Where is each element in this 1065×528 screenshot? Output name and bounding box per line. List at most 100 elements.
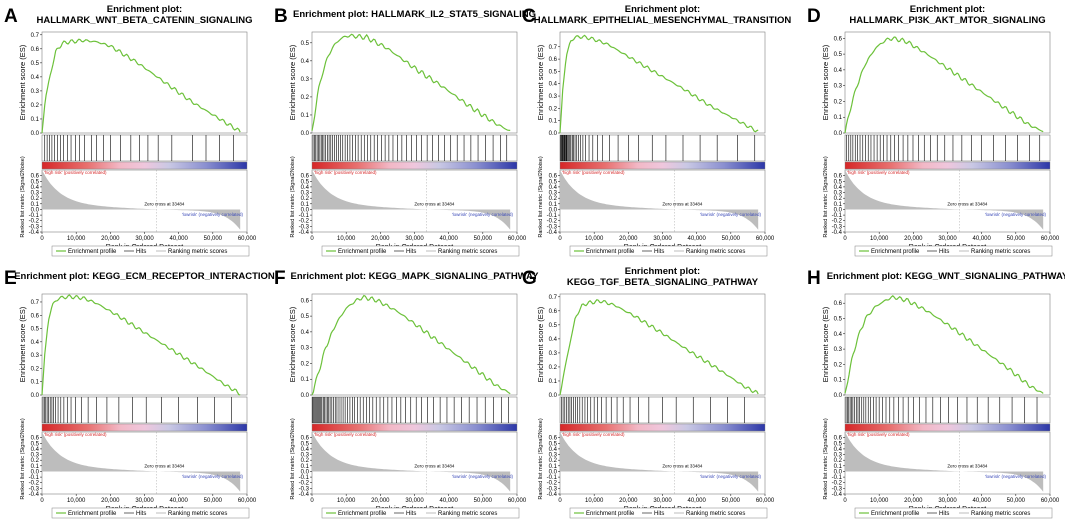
xtick-label: 0 <box>558 236 562 242</box>
es-ytick-label: 0.2 <box>549 365 558 371</box>
chart-title: HALLMARK_PI3K_AKT_MTOR_SIGNALING <box>849 15 1045 26</box>
metric-ytick-label: -0.2 <box>299 481 310 487</box>
es-ytick-label: 0.6 <box>31 313 40 319</box>
metric-ytick-label: -0.2 <box>29 481 40 487</box>
es-ytick-label: 0.1 <box>549 119 558 125</box>
metric-ytick-label: 0.6 <box>834 174 843 180</box>
metric-ytick-label: 0.3 <box>549 453 558 459</box>
panel-letter: A <box>4 6 18 27</box>
xtick-label: 50,000 <box>722 498 741 504</box>
metric-ytick-label: -0.3 <box>299 224 310 230</box>
xtick-label: 40,000 <box>687 498 706 504</box>
metric-ylabel: Ranked list metric (Signal2Noise) <box>20 156 26 237</box>
negative-label: 'lowrisk' (negatively correlated) <box>182 212 244 217</box>
metric-ytick-label: 0.3 <box>301 453 310 459</box>
metric-ytick-label: -0.4 <box>547 492 558 498</box>
metric-ytick-label: -0.3 <box>832 486 843 492</box>
metric-ytick-label: 0.5 <box>301 179 310 185</box>
rank-gradient-bar <box>559 423 766 432</box>
metric-ytick-label: 0.0 <box>834 207 843 213</box>
es-ytick-label: 0.3 <box>549 94 558 100</box>
panel-letter: E <box>4 268 17 289</box>
positive-label: 'high risk' (positively correlated) <box>44 170 107 175</box>
metric-ytick-label: -0.2 <box>547 219 558 225</box>
metric-ytick-label: 0.1 <box>549 202 558 208</box>
es-ytick-label: 0.5 <box>834 316 843 322</box>
es-ytick-label: 0.3 <box>834 347 843 353</box>
negative-label: 'lowrisk' (negatively correlated) <box>182 474 244 479</box>
legend-metric: Ranking metric scores <box>168 249 227 255</box>
panel-letter: F <box>274 268 286 289</box>
hits-frame <box>41 396 248 424</box>
es-ytick-label: 0.2 <box>31 103 40 109</box>
positive-label: 'high risk' (positively correlated) <box>44 432 107 437</box>
metric-ytick-label: 0.4 <box>549 447 558 453</box>
metric-ylabel: Ranked list metric (Signal2Noise) <box>20 418 26 499</box>
xtick-label: 60,000 <box>238 498 257 504</box>
negative-label: 'lowrisk' (negatively correlated) <box>452 212 514 217</box>
panel-letter: G <box>522 268 537 289</box>
metric-ytick-label: -0.4 <box>832 492 843 498</box>
xtick-label: 30,000 <box>938 236 957 242</box>
es-ylabel: Enrichment score (ES) <box>18 44 27 120</box>
metric-ytick-label: -0.3 <box>547 224 558 230</box>
metric-ytick-label: 0.4 <box>834 447 843 453</box>
legend-hits: Hits <box>654 511 664 517</box>
zero-cross-label: Zero cross at 33484 <box>947 201 988 206</box>
es-ytick-label: 0.5 <box>301 41 310 47</box>
metric-ytick-label: 0.5 <box>301 441 310 447</box>
es-ytick-label: 0.2 <box>301 95 310 101</box>
chart-title: Enrichment plot: <box>625 266 700 277</box>
es-ylabel: Enrichment score (ES) <box>821 44 830 120</box>
chart-title: Enrichment plot: HALLMARK_IL2_STAT5_SIGN… <box>293 9 536 20</box>
es-ylabel: Enrichment score (ES) <box>536 306 545 382</box>
metric-ytick-label: 0.4 <box>834 185 843 191</box>
es-ytick-label: 0.1 <box>31 117 40 123</box>
metric-ytick-label: 0.4 <box>301 447 310 453</box>
es-ytick-label: 0.5 <box>301 314 310 320</box>
xtick-label: 40,000 <box>687 236 706 242</box>
xtick-label: 30,000 <box>405 236 424 242</box>
es-ytick-label: 0.0 <box>549 393 558 399</box>
legend-box <box>51 507 250 519</box>
metric-ytick-label: -0.3 <box>29 224 40 230</box>
metric-ytick-label: -0.1 <box>832 213 843 219</box>
xtick-label: 60,000 <box>508 498 527 504</box>
metric-ytick-label: 0.3 <box>549 191 558 197</box>
metric-ytick-label: 0.2 <box>549 458 558 464</box>
es-ylabel: Enrichment score (ES) <box>288 44 297 120</box>
xtick-label: 0 <box>40 236 44 242</box>
metric-frame <box>311 169 518 233</box>
chart-title: HALLMARK_WNT_BETA_CATENIN_SIGNALING <box>36 15 252 26</box>
chart-title: Enrichment plot: KEGG_ECM_RECEPTOR_INTER… <box>14 271 275 282</box>
es-ytick-label: 0.1 <box>31 380 40 386</box>
xtick-label: 60,000 <box>238 236 257 242</box>
es-plot-frame <box>311 293 518 396</box>
legend-box <box>321 245 520 257</box>
legend-profile: Enrichment profile <box>586 511 635 517</box>
metric-ytick-label: 0.6 <box>301 436 310 442</box>
xtick-label: 50,000 <box>204 236 223 242</box>
xtick-label: 40,000 <box>439 236 458 242</box>
es-ytick-label: 0.5 <box>31 327 40 333</box>
enrichment-profile-line <box>41 294 241 396</box>
zero-cross-label: Zero cross at 33484 <box>414 463 455 468</box>
rank-gradient-bar <box>844 161 1051 170</box>
panel-a: A Enrichment plot:HALLMARK_WNT_BETA_CATEN… <box>4 4 257 257</box>
legend-hits: Hits <box>654 249 664 255</box>
es-plot-frame <box>41 293 248 396</box>
legend-metric: Ranking metric scores <box>971 249 1030 255</box>
zero-cross-label: Zero cross at 33484 <box>144 463 185 468</box>
metric-ylabel: Ranked list metric (Signal2Noise) <box>290 156 296 237</box>
es-ytick-label: 0.6 <box>549 57 558 63</box>
rank-gradient-bar <box>41 423 248 432</box>
xtick-label: 40,000 <box>439 498 458 504</box>
metric-ytick-label: -0.2 <box>29 219 40 225</box>
metric-ytick-label: 0.5 <box>31 179 40 185</box>
zero-cross-label: Zero cross at 33484 <box>947 463 988 468</box>
metric-ytick-label: -0.1 <box>29 475 40 481</box>
xtick-label: 60,000 <box>756 498 775 504</box>
metric-ytick-label: -0.1 <box>547 475 558 481</box>
positive-label: 'high risk' (positively correlated) <box>847 432 910 437</box>
